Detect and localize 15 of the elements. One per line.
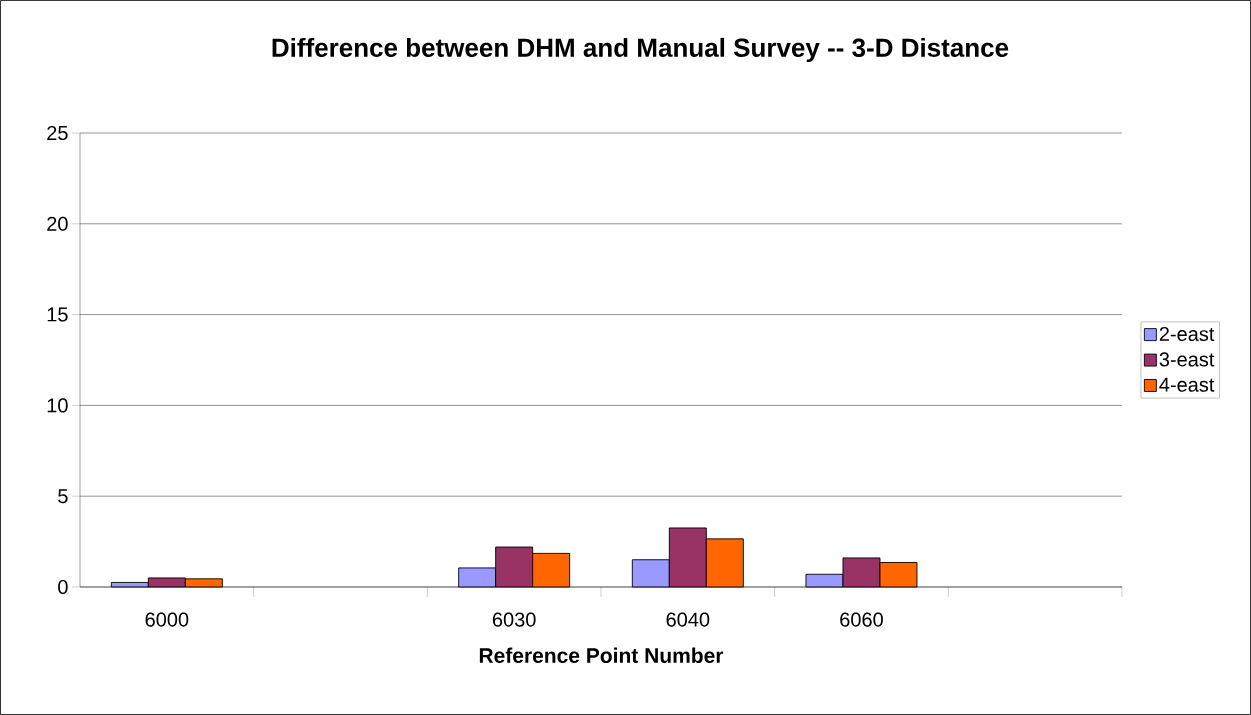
y-tick-label: 0	[58, 579, 68, 595]
y-tick-label: 25	[47, 125, 68, 141]
x-tick-label: 6030	[492, 612, 536, 627]
y-tick-label: 5	[58, 489, 68, 504]
legend-label: 3-east	[1159, 352, 1215, 367]
x-axis-title: Reference Point Number	[479, 647, 724, 663]
legend-label: 4-east	[1159, 377, 1215, 392]
x-tick-label: 6040	[666, 612, 710, 627]
x-tick-label: 6000	[145, 612, 189, 627]
y-tick-label: 20	[47, 216, 68, 231]
y-tick-label: 10	[47, 398, 68, 413]
legend-label: 2-east	[1159, 326, 1215, 342]
chart-title: Difference between DHM and Manual Survey -- 3-D Distance	[272, 37, 1009, 63]
x-tick-label: 6060	[840, 612, 883, 627]
y-tick-label: 15	[47, 307, 68, 322]
